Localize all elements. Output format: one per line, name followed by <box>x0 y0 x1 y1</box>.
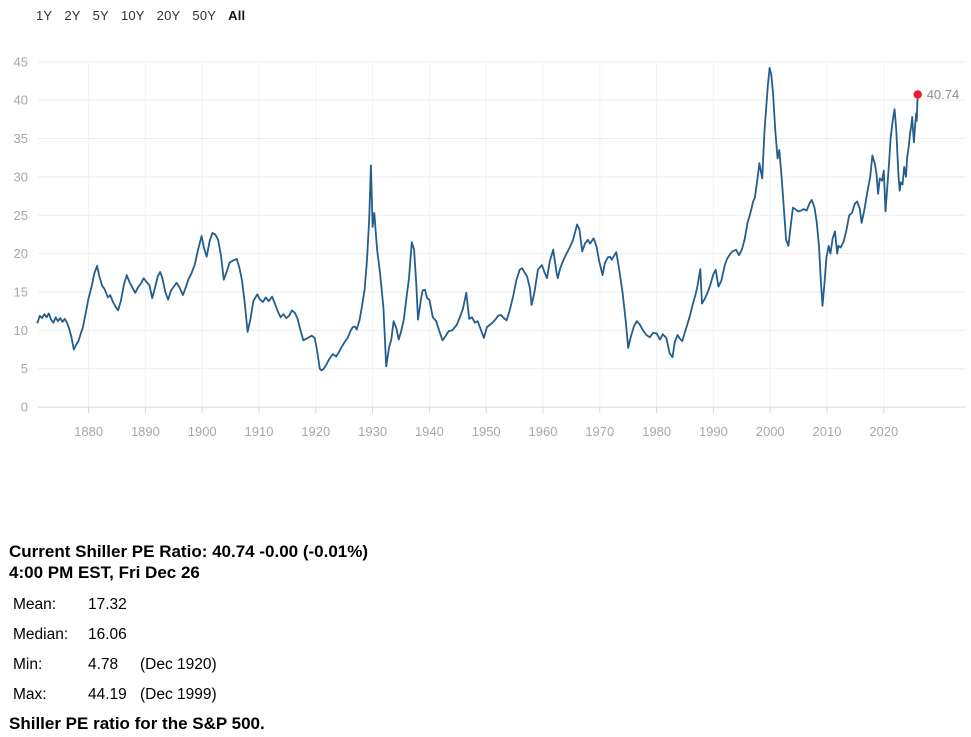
shiller-pe-chart: 1880 1890 1900 1910 1920 1930 1940 1950 1960 1970… <box>14 54 966 439</box>
stat-label: Median: <box>13 626 69 643</box>
stats-table: Mean: 17.32 Median: 16.06 Min: 4.78 (Dec… <box>13 590 217 710</box>
x-axis-label: 2020 <box>869 424 898 439</box>
x-axis-label: 1900 <box>188 424 217 439</box>
y-axis-label: 40 <box>14 93 28 108</box>
stat-value: 44.19 <box>88 686 127 703</box>
x-axis-label: 1880 <box>74 424 103 439</box>
y-axis-label: 30 <box>14 169 28 184</box>
pe-ratio-line <box>36 67 919 372</box>
chart-canvas: 1880 1890 1900 1910 1920 1930 1940 1950 1960 1970… <box>14 54 966 439</box>
stat-label: Mean: <box>13 596 57 613</box>
stats-row-median: Median: 16.06 <box>13 620 217 650</box>
stat-date <box>140 590 217 620</box>
y-axis-label: 0 <box>21 400 28 415</box>
summary-block: Current Shiller PE Ratio: 40.74 -0.00 (-… <box>9 541 368 734</box>
latest-value-dot <box>913 90 922 99</box>
stat-label: Min: <box>13 656 43 673</box>
stat-value: 4.78 <box>88 656 119 673</box>
x-axis-label: 1950 <box>472 424 501 439</box>
x-axis-label: 1990 <box>699 424 728 439</box>
x-axis-label: 1890 <box>131 424 160 439</box>
current-ratio-headline: Current Shiller PE Ratio: 40.74 -0.00 (-… <box>9 542 369 561</box>
y-axis-label: 25 <box>14 208 28 223</box>
range-button-20y[interactable]: 20Y <box>156 8 181 23</box>
range-button-5y[interactable]: 5Y <box>92 8 109 23</box>
x-axis-label: 1940 <box>415 424 444 439</box>
latest-value-annotation: 40.74 <box>927 87 960 102</box>
range-button-all[interactable]: All <box>228 8 246 23</box>
x-axis-label: 2010 <box>813 424 842 439</box>
range-button-1y[interactable]: 1Y <box>36 8 53 23</box>
stat-label: Max: <box>13 686 47 703</box>
range-button-10y[interactable]: 10Y <box>120 8 145 23</box>
stats-row-mean: Mean: 17.32 <box>13 590 217 620</box>
x-axis-label: 1920 <box>301 424 330 439</box>
x-axis-label: 1980 <box>642 424 671 439</box>
time-range-toolbar: 1Y 2Y 5Y 10Y 20Y 50Y All <box>36 8 245 23</box>
y-axis-label: 35 <box>14 131 28 146</box>
y-axis-label: 15 <box>14 284 28 299</box>
stat-value: 16.06 <box>88 626 127 643</box>
x-axis-label: 1930 <box>358 424 387 439</box>
y-axis-label: 20 <box>14 246 28 261</box>
x-axis-label: 1910 <box>245 424 274 439</box>
stat-date <box>140 620 217 650</box>
stat-date: (Dec 1920) <box>140 656 217 673</box>
x-axis-label: 2000 <box>756 424 785 439</box>
range-button-2y[interactable]: 2Y <box>64 8 81 23</box>
x-axis-label: 1960 <box>529 424 558 439</box>
stat-value: 17.32 <box>88 596 127 613</box>
quote-timestamp: 4:00 PM EST, Fri Dec 26 <box>9 563 200 582</box>
range-button-50y[interactable]: 50Y <box>192 8 217 23</box>
y-axis-label: 10 <box>14 323 28 338</box>
stats-row-min: Min: 4.78 (Dec 1920) <box>13 650 217 680</box>
stat-date: (Dec 1999) <box>140 686 217 703</box>
chart-caption: Shiller PE ratio for the S&P 500. <box>9 714 265 733</box>
y-axis-label: 5 <box>21 361 28 376</box>
x-axis-label: 1970 <box>585 424 614 439</box>
stats-row-max: Max: 44.19 (Dec 1999) <box>13 680 217 710</box>
y-axis-label: 45 <box>14 54 28 69</box>
